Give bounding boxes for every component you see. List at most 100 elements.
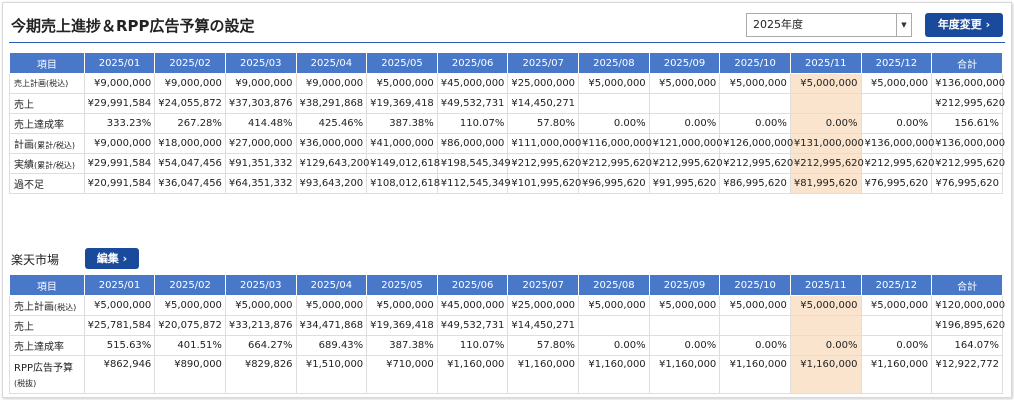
column-header: 2025/02 bbox=[154, 52, 226, 74]
divider bbox=[9, 42, 1005, 43]
table-cell: ¥212,995,620 bbox=[931, 93, 1005, 114]
dropdown-arrow: ▼ bbox=[896, 14, 911, 36]
label-note: (累計/税込) bbox=[34, 161, 75, 170]
label-note: 売上計画(税込) bbox=[14, 79, 69, 88]
table-cell: ¥86,995,620 bbox=[719, 173, 791, 194]
table-cell: 0.00% bbox=[719, 335, 791, 356]
table-cell: 156.61% bbox=[931, 113, 1003, 134]
table-cell: ¥5,000,000 bbox=[789, 295, 862, 316]
table-cell: ¥14,450,271 bbox=[507, 315, 580, 336]
table-cell: ¥196,895,620 bbox=[931, 315, 1005, 336]
column-header: 2025/04 bbox=[295, 52, 368, 74]
table-cell: 0.00% bbox=[789, 335, 862, 356]
table-cell: ¥24,055,872 bbox=[154, 93, 226, 114]
table-cell: ¥9,000,000 bbox=[224, 73, 297, 94]
table-cell: ¥5,000,000 bbox=[860, 73, 933, 94]
column-header: 2025/07 bbox=[507, 274, 580, 296]
table-cell: 333.23% bbox=[83, 113, 156, 134]
table-cell: 401.51% bbox=[154, 335, 226, 356]
table-cell: ¥64,351,332 bbox=[224, 173, 297, 194]
table-cell: 0.00% bbox=[860, 335, 933, 356]
table-cell: ¥129,643,200 bbox=[295, 153, 370, 174]
table-cell: ¥54,047,456 bbox=[154, 153, 226, 174]
table-cell: ¥1,160,000 bbox=[789, 355, 862, 394]
table-cell bbox=[578, 93, 650, 114]
table-cell: ¥5,000,000 bbox=[648, 295, 721, 316]
table-row: 過不足 ¥20,991,584 ¥36,047,456 ¥64,351,332 ¥93,… bbox=[9, 173, 1003, 194]
label-text: 売上 bbox=[14, 100, 34, 111]
table-row: 売上達成率 333.23% 267.28% 414.48% 425.46% 387.38%… bbox=[9, 113, 1003, 134]
table-cell: ¥198,545,349 bbox=[436, 153, 511, 174]
button-label: 年度変更 bbox=[937, 18, 982, 31]
table-row: 実績(累計/税込) ¥29,991,584 ¥54,047,456 ¥91,351,3… bbox=[9, 153, 1005, 174]
year-change-button[interactable]: 年度変更 › bbox=[925, 13, 1003, 37]
table-cell: ¥131,000,000 bbox=[789, 133, 864, 154]
edit-button[interactable]: 編集 › bbox=[85, 248, 139, 269]
table-cell: 267.28% bbox=[154, 113, 226, 134]
table-cell: ¥93,643,200 bbox=[295, 173, 368, 194]
table-cell: 0.00% bbox=[578, 113, 650, 134]
column-header: 2025/01 bbox=[83, 52, 156, 74]
table-cell: ¥212,995,620 bbox=[860, 153, 935, 174]
table-row: 売上達成率 515.63% 401.51% 664.27% 689.43% 387.38%… bbox=[9, 335, 1003, 356]
table-cell: ¥27,000,000 bbox=[224, 133, 297, 154]
table-cell: 110.07% bbox=[436, 335, 509, 356]
table-cell: ¥5,000,000 bbox=[295, 295, 368, 316]
table-cell: 425.46% bbox=[295, 113, 368, 134]
table-row: 売上計画(税込) ¥5,000,000 ¥5,000,000 ¥5,000,000 ¥5… bbox=[9, 295, 1005, 316]
column-header: 項目 bbox=[9, 274, 85, 296]
table-cell: 57.80% bbox=[507, 335, 580, 356]
table-cell: ¥29,991,584 bbox=[83, 93, 156, 114]
column-header: 2025/01 bbox=[83, 274, 156, 296]
table-cell: ¥45,000,000 bbox=[436, 295, 509, 316]
table-cell: 57.80% bbox=[507, 113, 580, 134]
label-note: (税込) bbox=[54, 303, 77, 312]
row-label: 売上計画(税込) bbox=[9, 295, 85, 316]
table-cell: ¥12,922,772 bbox=[931, 355, 1003, 394]
label-note: (税抜) bbox=[14, 379, 37, 388]
table-cell: ¥121,000,000 bbox=[648, 133, 723, 154]
table-cell: ¥5,000,000 bbox=[224, 295, 297, 316]
table-cell: ¥212,995,620 bbox=[719, 153, 793, 174]
row-label: 過不足 bbox=[9, 173, 85, 194]
table-cell: ¥136,000,000 bbox=[931, 133, 1005, 154]
table-cell: ¥212,995,620 bbox=[931, 153, 1005, 174]
progress-table: 項目 2025/01 2025/02 2025/03 2025/04 2025/05 202… bbox=[9, 52, 1005, 194]
table-cell: ¥5,000,000 bbox=[719, 73, 791, 94]
column-header: 2025/09 bbox=[648, 52, 721, 74]
column-header: 合計 bbox=[931, 274, 1003, 296]
table-cell: ¥38,291,868 bbox=[295, 93, 368, 114]
column-header: 2025/05 bbox=[366, 274, 438, 296]
column-header: 2025/08 bbox=[578, 274, 650, 296]
table-cell: ¥120,000,000 bbox=[931, 295, 1005, 316]
table-cell: 0.00% bbox=[648, 335, 721, 356]
column-header: 2025/08 bbox=[578, 52, 650, 74]
table-row: 売上 ¥29,991,584 ¥24,055,872 ¥37,303,876 ¥38,2… bbox=[9, 93, 1005, 114]
label-text: 売上計画 bbox=[14, 302, 54, 313]
table-cell: ¥45,000,000 bbox=[436, 73, 509, 94]
table-cell: ¥1,160,000 bbox=[719, 355, 791, 394]
table-cell bbox=[789, 93, 862, 114]
table-cell: ¥112,545,349 bbox=[436, 173, 511, 194]
table-cell: 0.00% bbox=[860, 113, 933, 134]
table-cell bbox=[860, 93, 933, 114]
table-cell: ¥5,000,000 bbox=[789, 73, 862, 94]
table-cell: ¥710,000 bbox=[366, 355, 438, 394]
year-select[interactable]: 2025年度 ▼ bbox=[746, 13, 912, 37]
table-cell: ¥5,000,000 bbox=[366, 295, 438, 316]
header-row: 項目 2025/01 2025/02 2025/03 2025/04 2025/05 202… bbox=[9, 52, 1003, 74]
table-cell: ¥212,995,620 bbox=[789, 153, 864, 174]
table-cell: ¥91,995,620 bbox=[648, 173, 721, 194]
header-row: 項目 2025/01 2025/02 2025/03 2025/04 2025/05 202… bbox=[9, 274, 1003, 296]
column-header: 2025/03 bbox=[224, 52, 297, 74]
label-text: 売上達成率 bbox=[14, 120, 64, 131]
table-cell: ¥49,532,731 bbox=[436, 93, 509, 114]
table-cell: ¥212,995,620 bbox=[648, 153, 723, 174]
table-cell: ¥20,991,584 bbox=[83, 173, 156, 194]
table-cell: ¥18,000,000 bbox=[154, 133, 226, 154]
column-header: 2025/03 bbox=[224, 274, 297, 296]
column-header: 2025/10 bbox=[719, 274, 791, 296]
column-header: 2025/06 bbox=[436, 52, 509, 74]
column-header: 項目 bbox=[9, 52, 85, 74]
